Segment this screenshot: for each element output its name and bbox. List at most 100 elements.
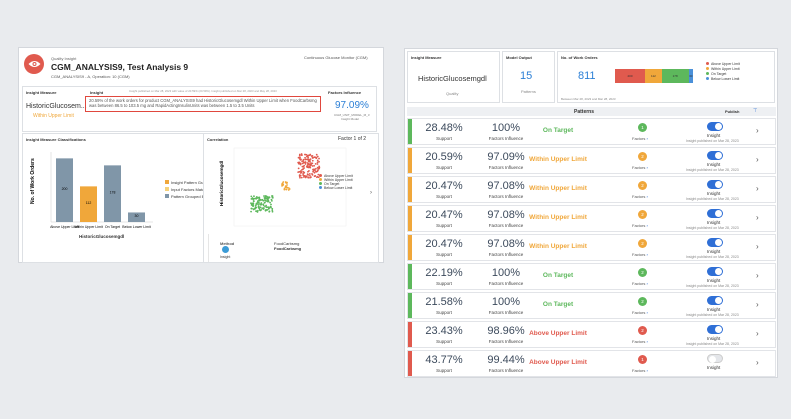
factors-link[interactable]: Factors › [632,368,648,373]
insight-toggle-label: Insight [707,220,721,225]
scatter-point [253,195,255,198]
pattern-row[interactable]: 20.47% Support 97.08% Factors Influence … [407,234,776,261]
scatter-point [298,161,301,164]
pattern-row[interactable]: 21.58% Support 100% Factors Influence On… [407,292,776,319]
scatter-point [271,209,274,212]
insight-toggle[interactable] [707,267,723,276]
scatter-point [307,176,310,179]
scatter-point [303,167,305,169]
published-note: Insight published on Mar 28, 2023 [686,255,739,259]
support-label: Support [436,194,452,199]
status-label: Within Upper Limit [529,214,587,221]
pattern-row[interactable]: 20.47% Support 97.08% Factors Influence … [407,205,776,232]
factor-count-badge: 2 [638,239,647,248]
bar [80,186,97,222]
scatter-point [250,210,252,213]
status-color-bar [408,206,412,231]
insight-measure-status: Within Upper Limit [33,113,74,119]
scatter-point [306,158,308,161]
factors-link[interactable]: Factors › [632,310,648,315]
support-value: 21.58% [425,296,463,308]
chevron-right-icon[interactable]: › [370,190,372,196]
model-output-card: Model Output 15 Patterns [502,51,555,103]
support-value: 28.48% [425,122,463,134]
scatter-point [317,173,320,176]
pattern-row[interactable]: 28.48% Support 100% Factors Influence On… [407,118,776,145]
factor-count-badge: 2 [638,152,647,161]
factor-nav[interactable]: Factor 1 of 2 [338,136,367,142]
scatter-point [268,196,271,198]
chevron-right-icon[interactable]: › [756,242,759,251]
influence-label: Factors Influence [488,223,524,228]
insight-toggle[interactable] [707,296,723,305]
chevron-right-icon[interactable]: › [756,300,759,309]
pattern-row[interactable]: 23.43% Support 98.96% Factors Influence … [407,321,776,348]
scatter-point [315,153,318,156]
status-label: On Target [542,272,574,279]
insight-toggle-label: Insight [707,191,721,196]
published-note: Insight published on Mar 28, 2023 [686,168,739,172]
insight-toggle[interactable] [707,151,723,160]
scatter-point [256,197,259,199]
pattern-row[interactable]: 20.47% Support 97.08% Factors Influence … [407,176,776,203]
status-label: Within Upper Limit [529,185,587,192]
factors-link[interactable]: Factors › [632,281,648,286]
pattern-row[interactable]: 22.19% Support 100% Factors Influence On… [407,263,776,290]
insight-text: 20.59% of the work orders for product CG… [85,96,321,112]
scatter-point [255,210,257,213]
pattern-row[interactable]: 20.59% Support 97.09% Factors Influence … [407,147,776,174]
insight-toggle[interactable] [707,209,723,218]
wo-label: No. of Work Orders [561,55,598,60]
scatter-point [310,176,312,179]
influence-label: Factors Influence [488,339,524,344]
scatter-point [307,166,309,169]
insight-toggle[interactable] [707,122,723,131]
y-axis-label: No. of Work Orders [30,158,36,204]
influence-value: 100% [491,296,521,308]
scatter-point [285,188,288,191]
scatter-point [316,163,319,165]
filter-icon[interactable]: ⊤ [753,108,758,114]
chevron-right-icon[interactable]: › [756,271,759,280]
support-label: Support [436,310,452,315]
scatter-point [287,189,290,191]
factors-link[interactable]: Factors › [632,339,648,344]
influence-label: Factors Influence [488,281,524,286]
scatter-point [310,155,313,157]
factors-link[interactable]: Factors › [632,165,648,170]
correlation-title: Correlation [207,137,229,142]
scatter-point [285,182,288,185]
scatter-point [252,205,255,208]
scatter-point [308,154,311,157]
classification-card: Insight Measure Classifications Explore … [22,133,226,263]
chevron-right-icon[interactable]: › [756,329,759,338]
status-label: Within Upper Limit [529,243,587,250]
scatter-point [308,174,311,177]
factors-link[interactable]: Factors › [632,194,648,199]
factors-link[interactable]: Factors › [632,252,648,257]
scatter-point [257,201,260,204]
pattern-row[interactable]: 43.77% Support 99.44% Factors Influence … [407,350,776,377]
scatter-point [252,200,255,202]
published-note: Insight published on Mar 28, 2023 [686,313,739,317]
chevron-right-icon[interactable]: › [756,213,759,222]
mo-value: 15 [520,70,533,82]
insight-toggle[interactable] [707,325,723,334]
factors-link[interactable]: Factors › [632,223,648,228]
chevron-right-icon[interactable]: › [756,126,759,135]
insight-toggle[interactable] [707,238,723,247]
food-factor-2: FoodCarbsmg [274,246,302,251]
insight-toggle[interactable] [707,354,723,363]
insight-toggle-label: Insight [707,133,721,138]
scatter-point [316,161,319,164]
scatter-point [270,199,273,202]
chevron-right-icon[interactable]: › [756,358,759,367]
chevron-right-icon[interactable]: › [756,155,759,164]
scatter-point [298,154,301,157]
factors-link[interactable]: Factors › [632,136,648,141]
scatter-point [298,170,301,173]
influence-value: 97.09% [487,151,525,163]
insight-toggle[interactable] [707,180,723,189]
chevron-right-icon[interactable]: › [756,184,759,193]
im-sub: Quality [446,91,459,96]
